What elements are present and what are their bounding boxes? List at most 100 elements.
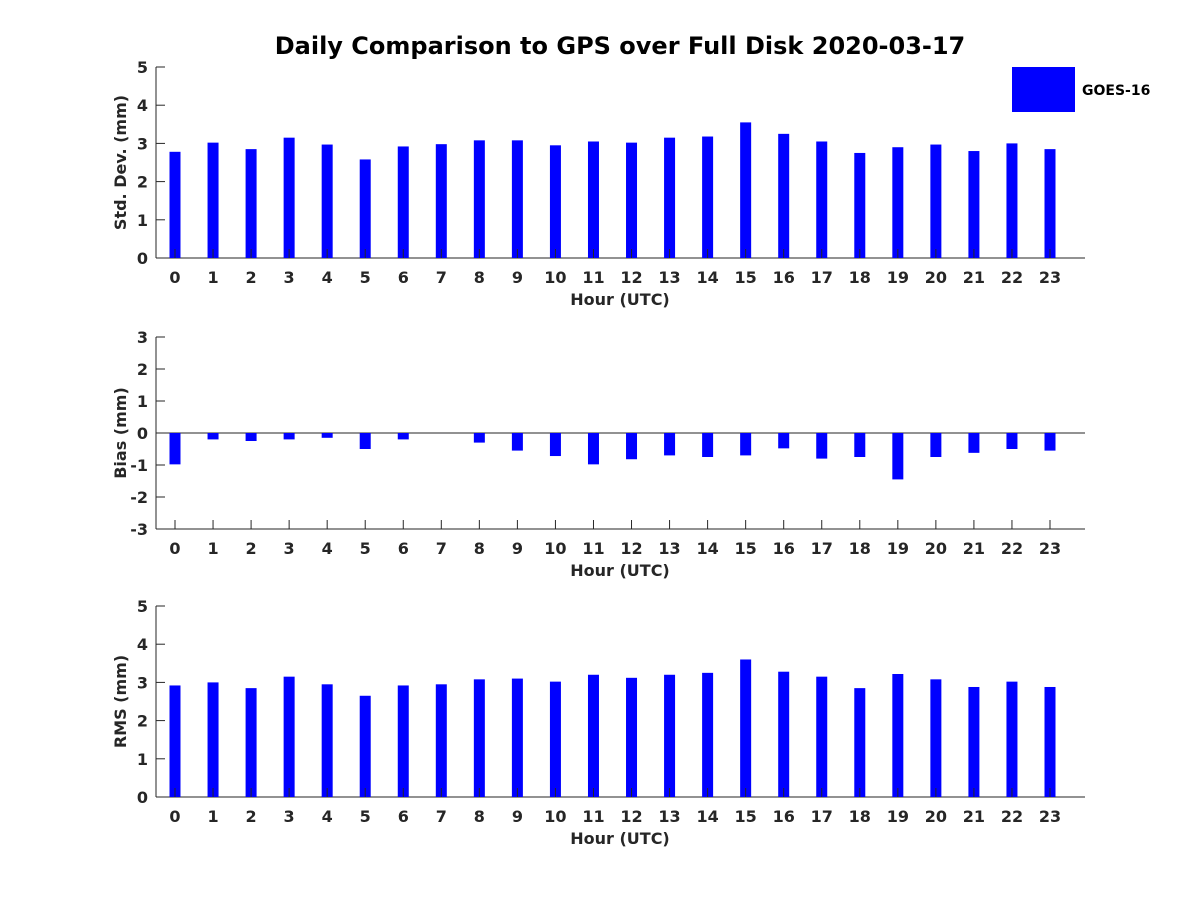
bar-rms-21 — [968, 687, 979, 797]
x-tick-label: 5 — [360, 807, 371, 826]
bar-bias-2 — [246, 433, 257, 441]
x-tick-label: 7 — [436, 268, 447, 287]
bar-bias-16 — [778, 433, 789, 448]
bar-rms-3 — [284, 677, 295, 797]
y-tick-label: 0 — [137, 788, 148, 807]
x-tick-label: 11 — [582, 539, 604, 558]
bar-rms-17 — [816, 677, 827, 797]
y-tick-label: -3 — [130, 520, 148, 539]
bar-bias-3 — [284, 433, 295, 439]
x-tick-label: 14 — [696, 268, 718, 287]
bar-bias-23 — [1045, 433, 1056, 451]
x-tick-label: 1 — [207, 539, 218, 558]
x-tick-label: 17 — [811, 268, 833, 287]
x-axis-label: Hour (UTC) — [570, 561, 670, 580]
bar-rms-6 — [398, 685, 409, 797]
bar-std-dev-10 — [550, 145, 561, 258]
x-tick-label: 20 — [925, 539, 947, 558]
x-tick-label: 18 — [849, 807, 871, 826]
y-tick-label: 3 — [137, 328, 148, 347]
x-tick-label: 14 — [696, 807, 718, 826]
x-tick-label: 13 — [658, 539, 680, 558]
x-tick-label: 5 — [360, 268, 371, 287]
bar-bias-13 — [664, 433, 675, 455]
bar-std-dev-3 — [284, 138, 295, 258]
x-tick-label: 6 — [398, 539, 409, 558]
x-tick-label: 8 — [474, 268, 485, 287]
y-tick-label: 4 — [137, 96, 148, 115]
bar-bias-22 — [1006, 433, 1017, 449]
x-tick-label: 9 — [512, 268, 523, 287]
y-tick-label: 3 — [137, 134, 148, 153]
bar-rms-1 — [208, 682, 219, 797]
bar-bias-15 — [740, 433, 751, 455]
x-tick-label: 13 — [658, 807, 680, 826]
bar-bias-14 — [702, 433, 713, 457]
y-axis-label: RMS (mm) — [111, 655, 130, 748]
y-tick-label: 5 — [137, 597, 148, 616]
x-tick-label: 0 — [169, 539, 180, 558]
x-tick-label: 22 — [1001, 268, 1023, 287]
bar-rms-10 — [550, 682, 561, 797]
x-tick-label: 12 — [620, 807, 642, 826]
x-tick-label: 4 — [322, 539, 333, 558]
bar-std-dev-13 — [664, 138, 675, 258]
x-tick-label: 21 — [963, 807, 985, 826]
x-tick-label: 21 — [963, 539, 985, 558]
y-tick-label: 5 — [137, 58, 148, 77]
y-tick-label: 2 — [137, 173, 148, 192]
bar-rms-7 — [436, 684, 447, 797]
bar-bias-17 — [816, 433, 827, 459]
bar-std-dev-20 — [930, 145, 941, 258]
x-tick-label: 17 — [811, 539, 833, 558]
y-axis-label: Bias (mm) — [111, 387, 130, 479]
y-tick-label: 1 — [137, 392, 148, 411]
x-tick-label: 3 — [284, 807, 295, 826]
bar-bias-9 — [512, 433, 523, 451]
bar-bias-12 — [626, 433, 637, 459]
bar-bias-18 — [854, 433, 865, 457]
x-tick-label: 11 — [582, 268, 604, 287]
bar-bias-11 — [588, 433, 599, 464]
chart-title: Daily Comparison to GPS over Full Disk 2… — [275, 32, 966, 60]
bar-std-dev-0 — [170, 152, 181, 258]
x-tick-label: 23 — [1039, 807, 1061, 826]
x-tick-label: 22 — [1001, 807, 1023, 826]
x-tick-label: 7 — [436, 539, 447, 558]
x-tick-label: 12 — [620, 268, 642, 287]
bar-std-dev-6 — [398, 146, 409, 258]
legend: GOES-16 — [1012, 67, 1150, 112]
x-tick-label: 21 — [963, 268, 985, 287]
bar-std-dev-8 — [474, 140, 485, 258]
x-axis-label: Hour (UTC) — [570, 290, 670, 309]
bar-rms-16 — [778, 672, 789, 797]
bar-std-dev-16 — [778, 134, 789, 258]
x-tick-label: 9 — [512, 807, 523, 826]
bar-rms-23 — [1045, 687, 1056, 797]
bar-std-dev-21 — [968, 151, 979, 258]
x-tick-label: 8 — [474, 539, 485, 558]
bar-rms-0 — [170, 685, 181, 797]
bar-std-dev-23 — [1045, 149, 1056, 258]
legend-label: GOES-16 — [1082, 83, 1150, 99]
x-tick-label: 3 — [284, 539, 295, 558]
x-tick-label: 20 — [925, 268, 947, 287]
bar-rms-19 — [892, 674, 903, 797]
bar-bias-20 — [930, 433, 941, 457]
bar-std-dev-2 — [246, 149, 257, 258]
x-tick-label: 10 — [544, 539, 566, 558]
x-tick-label: 4 — [322, 268, 333, 287]
x-tick-label: 5 — [360, 539, 371, 558]
bar-std-dev-11 — [588, 141, 599, 258]
bar-std-dev-22 — [1006, 143, 1017, 258]
bar-rms-9 — [512, 679, 523, 797]
bar-bias-1 — [208, 433, 219, 439]
x-axis-label: Hour (UTC) — [570, 829, 670, 848]
y-tick-label: 2 — [137, 712, 148, 731]
x-tick-label: 3 — [284, 268, 295, 287]
x-tick-label: 16 — [773, 807, 795, 826]
